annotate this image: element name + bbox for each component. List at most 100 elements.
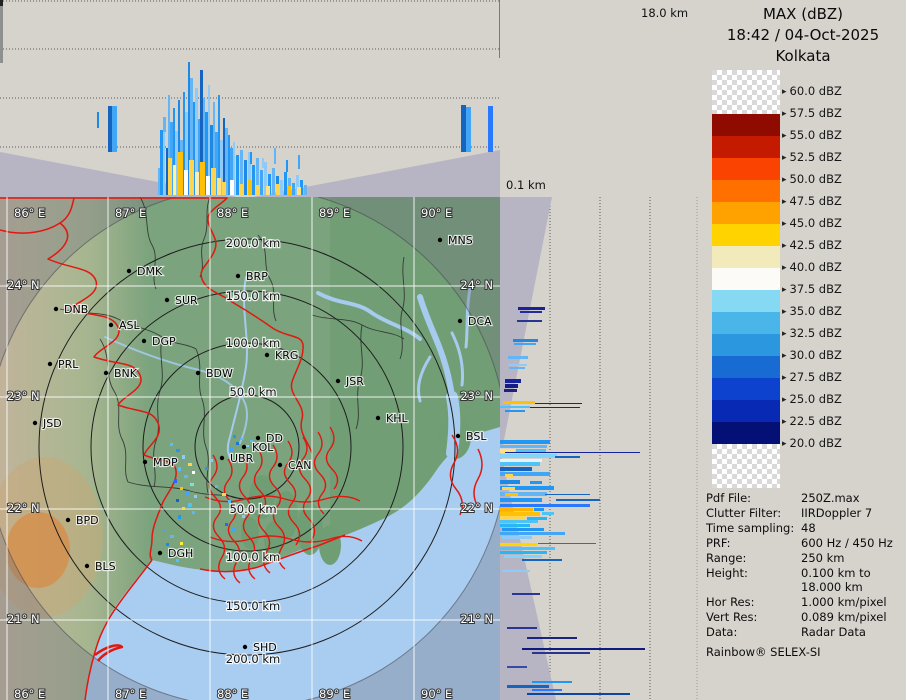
longitude-label: 87° E <box>115 687 146 700</box>
echo-bar <box>500 445 547 448</box>
echo-bar <box>505 493 518 496</box>
city-label: ASL <box>119 319 141 332</box>
metadata-label: Data: <box>706 625 801 640</box>
product-metadata: Pdf File:250Z.maxClutter Filter:IIRDoppl… <box>706 491 902 640</box>
echo-bar <box>189 160 194 195</box>
scale-tick-arrow-icon: ▸ <box>782 109 787 119</box>
echo-bar <box>502 536 532 539</box>
city-marker <box>85 564 89 568</box>
echo-cell <box>186 491 190 495</box>
echo-bar <box>236 155 239 195</box>
city-label: DCA <box>468 315 492 328</box>
echo-cell <box>188 463 192 466</box>
metadata-value: 250 km <box>801 551 844 566</box>
echo-bar <box>527 637 577 639</box>
range-ring-label: 200.0 km <box>226 652 280 666</box>
panel-edge-line <box>499 0 500 58</box>
echo-bar <box>517 320 542 322</box>
city-label: SUR <box>175 294 198 307</box>
echo-bar <box>500 543 537 546</box>
metadata-label: Time sampling: <box>706 521 801 536</box>
echo-bar <box>518 307 545 310</box>
ew-height-cross-section-panel <box>0 0 500 197</box>
radar-map-panel: 86° E86° E87° E87° E88° E88° E89° E89° E… <box>0 197 500 700</box>
scale-tick-arrow-icon: ▸ <box>782 417 787 427</box>
dbz-scale-label: ▸35.0 dBZ <box>782 304 842 318</box>
echo-bar <box>504 389 517 392</box>
echo-bar <box>500 520 538 523</box>
scale-tick-arrow-icon: ▸ <box>782 175 787 185</box>
radar-map: 86° E86° E87° E87° E88° E88° E89° E89° E… <box>0 197 500 700</box>
metadata-value: 48 <box>801 521 816 536</box>
echo-cell <box>178 467 181 471</box>
city-marker <box>142 339 146 343</box>
echo-cell <box>188 503 192 507</box>
echo-bar <box>505 452 640 453</box>
echo-cell <box>236 442 239 445</box>
city-label: MDP <box>153 456 178 469</box>
echo-bar <box>217 178 221 195</box>
echo-bar <box>530 481 542 484</box>
echo-bar <box>530 407 580 408</box>
echo-bar <box>507 627 537 629</box>
longitude-label: 89° E <box>319 687 350 700</box>
software-branding: Rainbow® SELEX-SI <box>706 645 821 659</box>
metadata-row: Clutter Filter:IIRDoppler 7 <box>706 506 902 521</box>
echo-cell <box>205 467 208 470</box>
echo-bar <box>488 106 493 152</box>
echo-bar <box>500 504 590 507</box>
legend-panel: MAX (dBZ) 18:42 / 04-Oct-2025 Kolkata ▸6… <box>700 0 906 700</box>
metadata-row: Range:250 km <box>706 551 902 566</box>
echo-bar <box>500 467 532 471</box>
city-marker <box>242 445 246 449</box>
city-marker <box>143 460 147 464</box>
metadata-label: Pdf File: <box>706 491 801 506</box>
dbz-scale-label: ▸32.5 dBZ <box>782 326 842 340</box>
range-ring-label: 50.0 km <box>229 502 276 516</box>
city-label: SHD <box>253 641 277 654</box>
echo-cell <box>176 449 180 452</box>
echo-cell <box>225 523 228 526</box>
city-label: BNK <box>114 367 138 380</box>
dbz-scale-label: ▸30.0 dBZ <box>782 348 842 362</box>
echo-bar <box>500 524 530 527</box>
echo-bar <box>292 183 295 195</box>
scale-tick-arrow-icon: ▸ <box>782 131 787 141</box>
longitude-label: 88° E <box>217 687 248 700</box>
echo-bar <box>505 474 513 477</box>
metadata-row: Vert Res:0.089 km/pixel <box>706 610 902 625</box>
city-label: MNS <box>448 234 473 247</box>
echo-bar <box>286 160 288 172</box>
range-ring-label: 100.0 km <box>226 336 280 350</box>
colorbar-block <box>712 378 780 400</box>
city-marker <box>220 456 224 460</box>
echo-bar <box>304 185 307 195</box>
colorbar-block <box>712 158 780 180</box>
echo-bar <box>256 185 260 195</box>
city-marker <box>33 421 37 425</box>
scale-tick-arrow-icon: ▸ <box>782 285 787 295</box>
echo-bar <box>500 547 555 550</box>
echo-bar <box>502 528 544 531</box>
echo-bar <box>513 339 538 342</box>
metadata-row: Data:Radar Data <box>706 625 902 640</box>
city-marker <box>438 238 442 242</box>
echo-bar <box>502 570 530 572</box>
product-datetime: 18:42 / 04-Oct-2025 <box>700 26 906 44</box>
echo-bar <box>97 112 99 128</box>
dbz-colorbar <box>712 70 780 488</box>
echo-bar <box>272 168 275 195</box>
city-marker <box>265 353 269 357</box>
dbz-scale-label: ▸27.5 dBZ <box>782 370 842 384</box>
colorbar-block <box>712 180 780 202</box>
latitude-label: 23° N <box>460 389 493 403</box>
colorbar-block <box>712 400 780 422</box>
echo-bar <box>535 403 582 404</box>
echo-bar <box>500 459 542 462</box>
range-ring-label: 100.0 km <box>226 550 280 564</box>
echo-bar <box>244 160 247 195</box>
echo-bar <box>502 487 515 490</box>
echo-bar <box>287 186 291 195</box>
echo-cell <box>232 528 236 531</box>
echo-cell <box>210 459 213 462</box>
